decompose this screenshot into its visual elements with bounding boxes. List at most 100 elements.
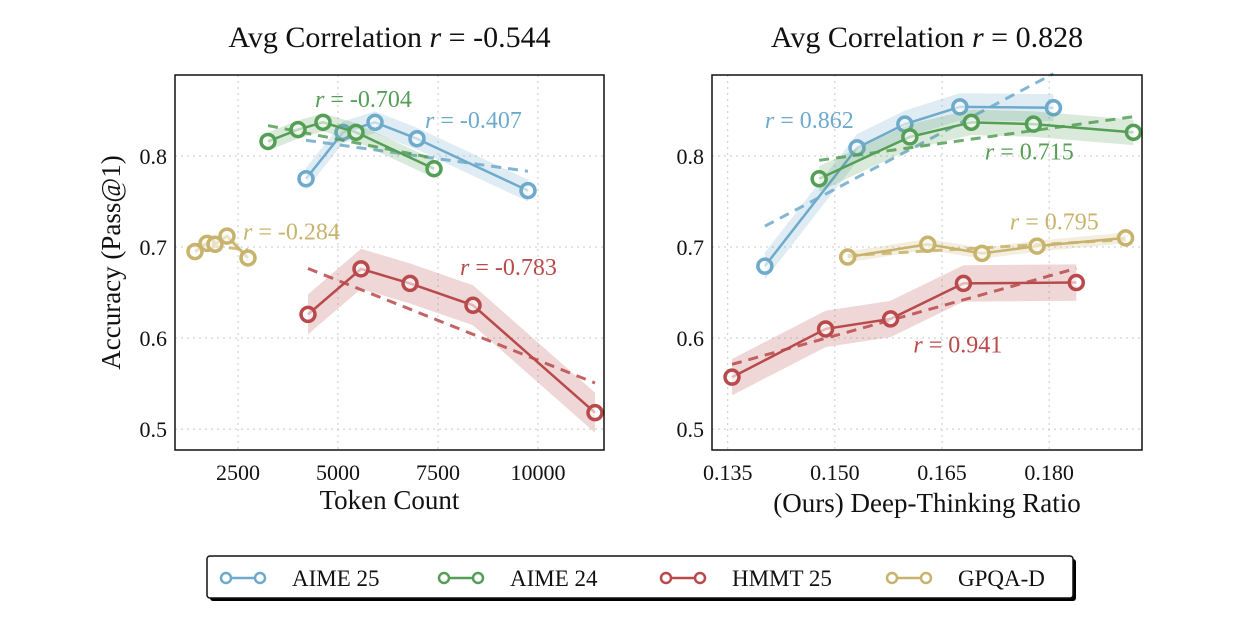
confidence-band xyxy=(732,264,1077,396)
confidence-band xyxy=(268,113,434,178)
r-value: = -0.783 xyxy=(469,255,557,281)
title-value: = -0.544 xyxy=(441,21,550,54)
r-symbol: r xyxy=(1010,210,1020,236)
r-value: = 0.862 xyxy=(774,108,854,134)
correlation-label: r = 0.941 xyxy=(913,333,1002,359)
correlation-label: r = 0.715 xyxy=(985,140,1074,166)
confidence-band xyxy=(819,109,1134,192)
legend-item: GPQA-D xyxy=(885,566,1045,591)
correlation-label: r = 0.795 xyxy=(1010,210,1099,236)
data-point xyxy=(1024,115,1043,133)
x-tick-label: 7500 xyxy=(416,460,460,485)
x-axis-label: (Ours) Deep-Thinking Ratio xyxy=(773,488,1080,518)
legend-item: AIME 24 xyxy=(437,566,598,591)
x-tick-label: 0.165 xyxy=(917,460,967,485)
r-value: = 0.795 xyxy=(1019,210,1099,236)
data-point xyxy=(464,296,482,315)
legend-item: AIME 25 xyxy=(219,566,380,591)
data-point xyxy=(838,248,857,266)
legend: AIME 25 AIME 24 HMMT 25 GPQA-D xyxy=(206,555,1076,601)
r-symbol: r xyxy=(765,108,775,134)
subplot-2: 0.135 0.150 0.165 0.180 0.5 0.6 0.7 0.8 r = 0.86… xyxy=(677,21,1143,518)
y-tick-label: 0.8 xyxy=(140,144,168,169)
trend-line xyxy=(267,124,435,160)
title-prefix: Avg Correlation xyxy=(771,21,972,54)
correlation-label: r = -0.704 xyxy=(315,87,412,113)
title-r: r xyxy=(972,21,984,54)
title-value: = 0.828 xyxy=(984,21,1083,54)
title-prefix: Avg Correlation xyxy=(228,21,429,54)
y-tick-label: 0.7 xyxy=(140,235,168,260)
trend-line xyxy=(305,138,529,173)
legend-marker-icon xyxy=(437,571,451,585)
data-point xyxy=(586,403,604,422)
data-point xyxy=(347,123,365,142)
data-point xyxy=(239,249,257,267)
y-tick-label: 0.8 xyxy=(677,144,705,169)
axes-frame xyxy=(711,74,1143,451)
data-point xyxy=(954,274,973,293)
data-point xyxy=(259,132,277,151)
r-value: = -0.704 xyxy=(324,87,412,113)
r-symbol: r xyxy=(315,87,325,113)
y-tick-label: 0.5 xyxy=(140,417,168,442)
legend-marker-icon xyxy=(919,571,933,585)
trend-line xyxy=(307,267,596,385)
series-hmmt-25: r = -0.783 xyxy=(299,248,604,433)
r-value: = -0.284 xyxy=(252,220,340,246)
data-point xyxy=(297,170,315,188)
data-point xyxy=(519,181,537,200)
data-point xyxy=(723,368,741,386)
r-symbol: r xyxy=(243,220,253,246)
x-tick-label: 2500 xyxy=(216,460,260,485)
x-tick-label: 0.180 xyxy=(1024,460,1074,485)
legend-marker-icon xyxy=(253,571,267,585)
data-point xyxy=(352,260,370,278)
data-point xyxy=(289,120,307,139)
y-tick-label: 0.5 xyxy=(677,417,705,442)
r-symbol: r xyxy=(460,255,470,281)
x-tick-label: 10000 xyxy=(511,460,566,485)
chart-title: Avg Correlation r = 0.828 xyxy=(771,21,1083,54)
legend-label: HMMT 25 xyxy=(732,566,832,591)
data-point xyxy=(314,113,332,132)
legend-marker-icon xyxy=(693,571,707,585)
data-point xyxy=(756,257,774,275)
data-point xyxy=(401,274,419,293)
data-point xyxy=(425,160,443,178)
trend-line xyxy=(818,115,1134,162)
r-symbol: r xyxy=(985,140,995,166)
legend-marker-icon xyxy=(659,571,673,585)
series-gpqa-d: r = 0.795 xyxy=(838,210,1135,266)
legend-marker-icon xyxy=(471,571,485,585)
r-value: = -0.407 xyxy=(434,108,522,134)
series-gpqa-d: r = -0.284 xyxy=(186,220,340,267)
data-point xyxy=(1028,237,1046,255)
data-point xyxy=(1044,99,1063,117)
confidence-band xyxy=(308,248,595,433)
legend-item: HMMT 25 xyxy=(659,566,832,591)
correlation-label: r = -0.407 xyxy=(425,108,522,134)
axes-frame xyxy=(174,74,605,451)
data-point xyxy=(816,320,835,338)
series-hmmt-25: r = 0.941 xyxy=(723,264,1086,396)
correlation-label: r = 0.862 xyxy=(765,108,854,134)
r-symbol: r xyxy=(913,333,923,359)
r-value: = 0.715 xyxy=(994,140,1074,166)
chart-title: Avg Correlation r = -0.544 xyxy=(228,21,550,54)
correlation-label: r = -0.284 xyxy=(243,220,340,246)
data-point xyxy=(901,128,919,146)
data-point xyxy=(962,113,981,132)
correlation-label: r = -0.783 xyxy=(460,255,557,281)
legend-box xyxy=(206,555,1074,599)
data-point xyxy=(1116,229,1135,247)
r-symbol: r xyxy=(425,108,435,134)
x-tick-label: 5000 xyxy=(316,460,360,485)
x-tick-label: 0.135 xyxy=(703,460,753,485)
data-point xyxy=(408,129,426,148)
legend-label: AIME 25 xyxy=(292,566,380,591)
data-point xyxy=(918,235,937,254)
data-point xyxy=(973,244,991,263)
